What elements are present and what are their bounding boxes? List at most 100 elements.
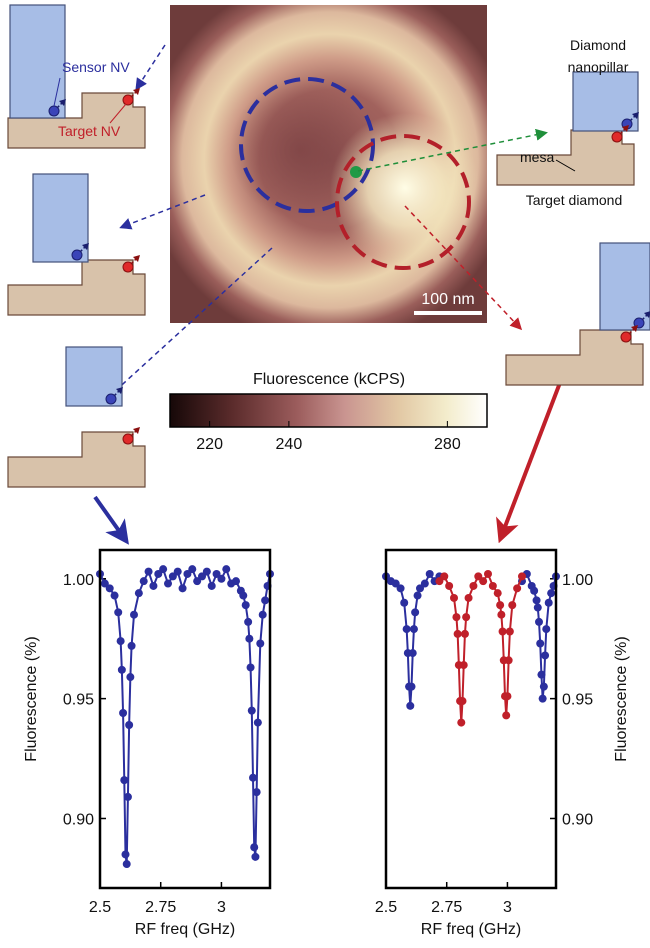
data-point bbox=[532, 596, 541, 605]
data-point bbox=[125, 720, 134, 729]
nv-center bbox=[122, 261, 134, 273]
colorbar-tick-label: 280 bbox=[434, 436, 461, 453]
data-point bbox=[164, 579, 172, 588]
arrow-left bbox=[93, 495, 129, 545]
data-point bbox=[458, 697, 467, 706]
nanopillar bbox=[32, 173, 89, 263]
data-point bbox=[457, 718, 466, 727]
nanopillar-label: Diamond bbox=[570, 37, 626, 53]
data-point bbox=[469, 581, 478, 590]
data-point bbox=[123, 792, 132, 801]
data-point bbox=[250, 843, 259, 852]
y-tick-label: 1.00 bbox=[63, 572, 94, 589]
data-point bbox=[253, 718, 262, 727]
substrate bbox=[7, 431, 146, 488]
data-point bbox=[126, 673, 135, 682]
colorbar-label: Fluorescence (kCPS) bbox=[253, 371, 405, 388]
data-point bbox=[450, 593, 458, 602]
data-point bbox=[498, 627, 507, 636]
data-point bbox=[261, 596, 270, 605]
data-point bbox=[247, 706, 256, 715]
data-point bbox=[464, 593, 473, 602]
data-point bbox=[542, 625, 551, 634]
data-point bbox=[479, 577, 488, 586]
substrate bbox=[7, 259, 146, 316]
data-point bbox=[246, 663, 255, 672]
data-point bbox=[149, 581, 158, 590]
nv-center bbox=[105, 393, 117, 405]
data-point bbox=[258, 610, 267, 619]
target-circle bbox=[335, 134, 471, 270]
data-point bbox=[144, 567, 153, 576]
spin-arrowhead bbox=[622, 125, 629, 132]
data-point bbox=[119, 709, 128, 718]
data-point bbox=[232, 577, 240, 586]
nv-center bbox=[122, 94, 134, 106]
x-tick-label: 2.75 bbox=[431, 899, 462, 916]
spin-arrowhead bbox=[631, 325, 638, 332]
data-point bbox=[114, 608, 123, 617]
data-point bbox=[518, 572, 526, 581]
data-point bbox=[251, 852, 260, 861]
spin-arrowhead bbox=[133, 255, 140, 262]
diagrams bbox=[7, 4, 650, 488]
nv-center bbox=[71, 249, 83, 261]
data-point bbox=[202, 567, 211, 576]
y-tick-label: 0.95 bbox=[562, 692, 593, 709]
data-point bbox=[159, 565, 168, 574]
pointers bbox=[99, 44, 548, 406]
target-nv-label: Target NV bbox=[58, 123, 121, 139]
data-point bbox=[241, 601, 250, 610]
x-tick-label: 2.5 bbox=[89, 899, 111, 916]
data-point bbox=[400, 598, 409, 607]
plot-frame bbox=[384, 548, 558, 890]
spin-arrowhead bbox=[644, 311, 650, 318]
x-axis-label: RF freq (GHz) bbox=[421, 921, 521, 938]
nv-center bbox=[48, 105, 60, 117]
y-tick-label: 0.90 bbox=[63, 811, 94, 828]
data-point bbox=[544, 598, 553, 607]
data-point bbox=[252, 788, 261, 797]
spin-arrowhead bbox=[133, 88, 140, 95]
data-point bbox=[116, 637, 125, 646]
y-axis-label: Fluorescence (%) bbox=[613, 636, 630, 761]
data-point bbox=[547, 589, 556, 598]
data-point bbox=[245, 634, 254, 643]
data-point bbox=[488, 581, 497, 590]
x-tick-label: 3 bbox=[217, 899, 226, 916]
data-point bbox=[538, 694, 547, 703]
data-point bbox=[508, 601, 517, 610]
data-point bbox=[530, 586, 539, 595]
data-point bbox=[484, 569, 492, 578]
data-point bbox=[239, 591, 248, 600]
data-point bbox=[407, 682, 416, 691]
data-point bbox=[413, 591, 422, 600]
data-point bbox=[459, 661, 468, 670]
data-point bbox=[207, 581, 216, 590]
spectrum-line bbox=[99, 566, 271, 865]
data-point bbox=[453, 629, 462, 638]
arrow-right bbox=[496, 366, 568, 544]
nanopillar bbox=[65, 346, 123, 407]
data-point bbox=[502, 711, 511, 720]
spin-arrowhead bbox=[59, 99, 66, 106]
x-tick-label: 2.75 bbox=[145, 899, 176, 916]
data-point bbox=[139, 577, 148, 586]
data-point bbox=[173, 567, 182, 576]
data-point bbox=[533, 603, 542, 612]
data-point bbox=[513, 584, 522, 593]
substrate bbox=[7, 92, 146, 149]
charts: 2.5 2.75 3 0.90 0.95 1.00 RF freq (GHz) Fluores… bbox=[23, 548, 630, 938]
colorbar-tick-label: 240 bbox=[276, 436, 303, 453]
data-point bbox=[541, 651, 550, 660]
colorbar-tick-label: 220 bbox=[196, 436, 223, 453]
plot-frame bbox=[98, 548, 272, 890]
data-point bbox=[244, 617, 253, 626]
data-point bbox=[188, 565, 197, 574]
x-tick-label: 3 bbox=[503, 899, 512, 916]
data-point bbox=[402, 625, 411, 634]
substrate bbox=[496, 129, 635, 186]
data-point bbox=[121, 850, 130, 859]
target-diamond-label: Target diamond bbox=[526, 192, 623, 208]
leader bbox=[555, 159, 576, 172]
